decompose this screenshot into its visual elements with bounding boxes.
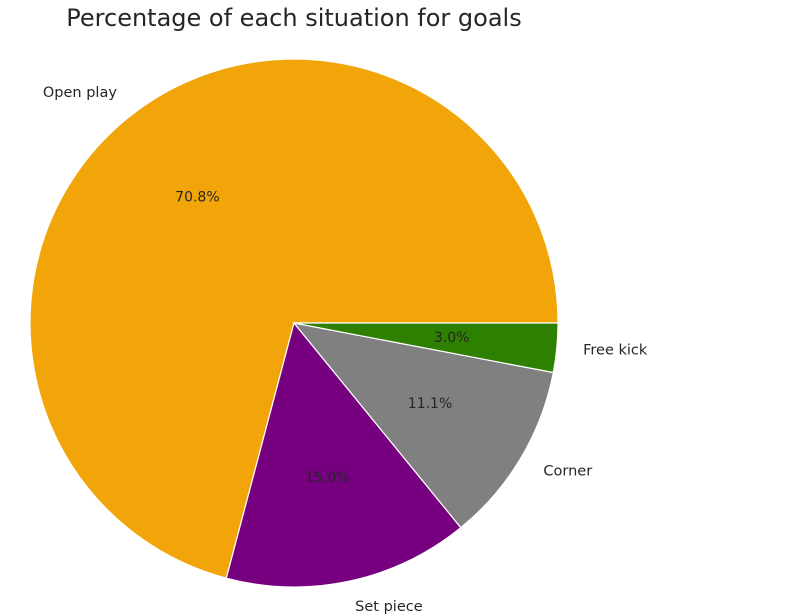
slice-label: Set piece xyxy=(355,599,423,615)
slice-label: Corner xyxy=(543,464,592,480)
pie-labels: Open play 70.8% Set piece 15.0% Corner 11.1% F… xyxy=(43,85,648,615)
slice-percentage: 15.0% xyxy=(305,470,349,486)
pie-slice-corner xyxy=(292,322,555,529)
pie-slice-free-kick xyxy=(293,322,559,374)
slice-percentage: 70.8% xyxy=(175,189,219,205)
chart-title: Percentage of each situation for goals xyxy=(66,4,522,32)
pie-slice-set-piece xyxy=(225,321,462,588)
pie-slice-open-play xyxy=(29,58,559,579)
slice-label: Open play xyxy=(43,85,117,101)
slice-percentage: 11.1% xyxy=(408,396,452,412)
slice-percentage: 3.0% xyxy=(434,330,470,346)
slice-label: Free kick xyxy=(583,342,648,358)
pie-slices xyxy=(29,58,559,588)
